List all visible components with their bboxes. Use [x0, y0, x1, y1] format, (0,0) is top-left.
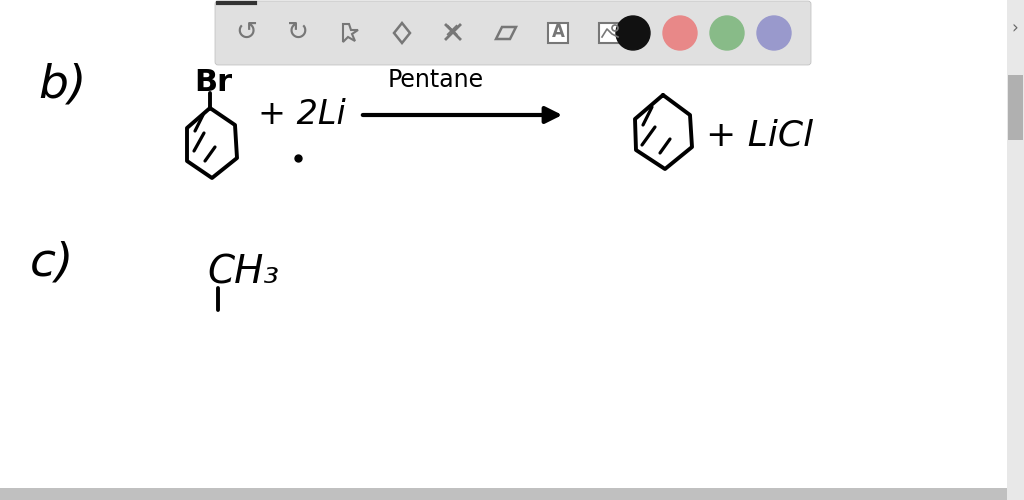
- Text: Br: Br: [194, 68, 232, 97]
- Text: c): c): [30, 240, 75, 285]
- Bar: [0, 488, 1024, 500]
- Bar: [599, 23, 621, 43]
- Bar: [1008, 75, 1023, 140]
- Circle shape: [616, 16, 650, 50]
- Text: + LiCl: + LiCl: [706, 118, 813, 152]
- Text: ›: ›: [1012, 19, 1019, 37]
- FancyBboxPatch shape: [215, 1, 811, 65]
- Text: ✕: ✕: [443, 22, 460, 42]
- Text: + 2Li: + 2Li: [258, 98, 346, 131]
- Circle shape: [663, 16, 697, 50]
- Text: ↺: ↺: [234, 20, 257, 46]
- Text: ↻: ↻: [287, 20, 309, 46]
- Text: Pentane: Pentane: [388, 68, 484, 92]
- Bar: [1007, 0, 1024, 500]
- Text: A: A: [552, 23, 564, 41]
- Bar: [548, 23, 568, 43]
- Circle shape: [710, 16, 744, 50]
- Circle shape: [757, 16, 791, 50]
- Text: CH₃: CH₃: [207, 253, 279, 291]
- Text: b): b): [38, 62, 86, 107]
